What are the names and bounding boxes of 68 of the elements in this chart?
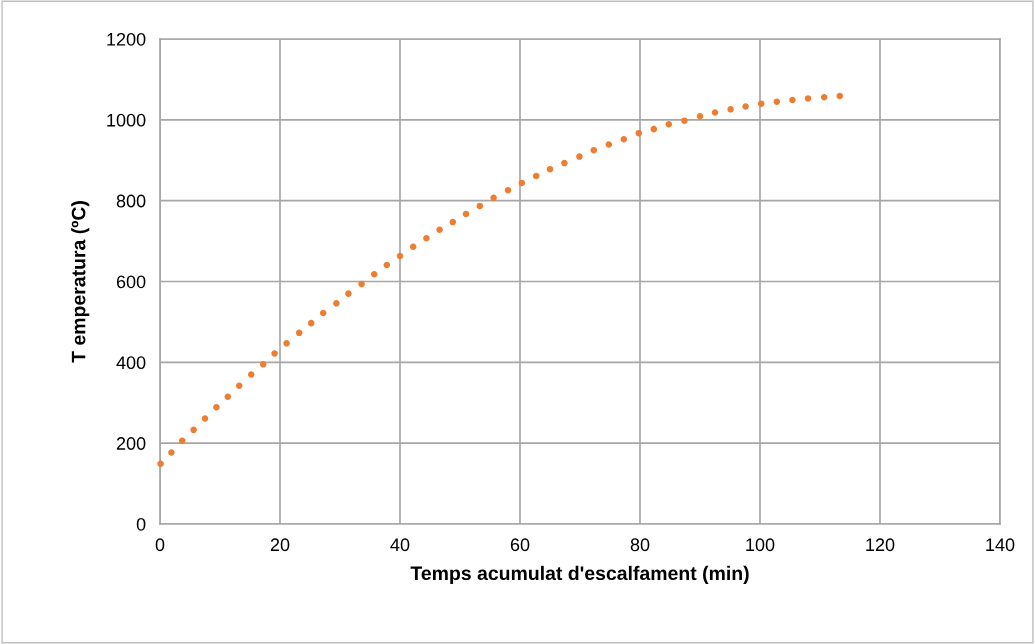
point bbox=[247, 371, 255, 378]
point bbox=[409, 243, 417, 250]
point bbox=[319, 309, 327, 317]
point bbox=[576, 153, 583, 160]
point bbox=[665, 121, 673, 128]
x-tick-label: 80 bbox=[630, 538, 650, 552]
point bbox=[518, 179, 526, 187]
x-axis-title: Temps acumulat d'escalfament (min) bbox=[410, 565, 749, 584]
point bbox=[820, 93, 828, 101]
x-tick-label: 120 bbox=[866, 538, 895, 552]
x-tick-label: 140 bbox=[986, 538, 1015, 552]
point bbox=[307, 319, 315, 327]
point bbox=[727, 106, 734, 113]
point bbox=[773, 98, 781, 105]
point bbox=[789, 96, 796, 104]
y-tick-label: 1000 bbox=[107, 113, 146, 127]
point bbox=[757, 100, 765, 107]
x-tick-label: 100 bbox=[746, 538, 775, 552]
y-axis-title: T emperatura (ºC) bbox=[71, 201, 90, 363]
point bbox=[370, 270, 378, 278]
point bbox=[271, 350, 278, 357]
y-tick-label: 400 bbox=[116, 356, 146, 370]
point bbox=[396, 252, 404, 260]
point bbox=[201, 415, 209, 422]
y-tick-label: 200 bbox=[116, 437, 146, 450]
point bbox=[605, 141, 613, 148]
x-tick-label: 0 bbox=[155, 538, 165, 552]
point bbox=[259, 361, 267, 368]
point bbox=[546, 165, 554, 173]
point bbox=[178, 437, 186, 444]
point bbox=[333, 300, 340, 307]
point bbox=[213, 403, 220, 411]
y-tick-label: 1200 bbox=[107, 32, 146, 46]
point bbox=[635, 129, 643, 137]
point bbox=[168, 449, 175, 456]
point bbox=[476, 202, 484, 210]
point bbox=[423, 235, 430, 242]
point bbox=[383, 261, 391, 269]
y-tick-label: 600 bbox=[116, 275, 146, 289]
x-tick-label: 60 bbox=[510, 538, 530, 552]
point bbox=[345, 290, 352, 297]
point bbox=[157, 460, 164, 468]
point bbox=[490, 194, 497, 202]
point bbox=[711, 109, 719, 116]
point bbox=[358, 280, 365, 288]
x-tick-label: 40 bbox=[390, 538, 410, 552]
point bbox=[449, 218, 457, 226]
point bbox=[283, 340, 290, 347]
x-tick-label: 20 bbox=[270, 538, 290, 552]
y-tick-label: 800 bbox=[116, 194, 146, 208]
point bbox=[696, 112, 704, 120]
y-tick-label: 0 bbox=[136, 517, 146, 531]
point bbox=[462, 210, 470, 218]
point bbox=[681, 117, 688, 124]
point bbox=[295, 329, 303, 337]
point bbox=[742, 103, 749, 110]
point bbox=[620, 135, 628, 143]
point bbox=[561, 159, 568, 167]
point bbox=[224, 393, 232, 400]
point bbox=[804, 95, 812, 102]
point bbox=[836, 92, 844, 100]
point bbox=[436, 226, 443, 234]
point bbox=[504, 186, 512, 194]
point bbox=[235, 382, 243, 390]
point bbox=[190, 426, 197, 434]
point bbox=[532, 172, 540, 180]
point bbox=[590, 146, 598, 154]
point bbox=[650, 125, 658, 133]
